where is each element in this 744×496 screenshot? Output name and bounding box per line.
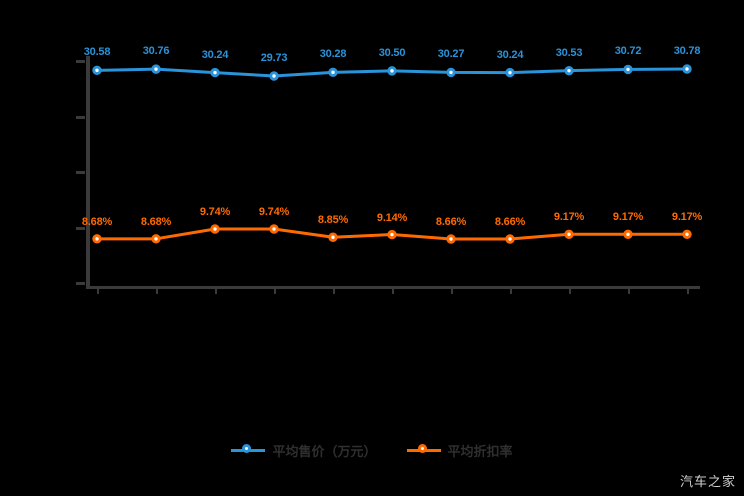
y-axis-tick bbox=[76, 60, 85, 63]
data-point-label: 8.85% bbox=[317, 214, 349, 227]
data-point-label: 9.74% bbox=[258, 206, 290, 218]
legend-label-price: 平均售价（万元） bbox=[272, 444, 377, 459]
price-series-markers bbox=[92, 64, 692, 81]
data-point-marker[interactable] bbox=[151, 64, 161, 74]
legend-item-price[interactable]: 平均售价（万元） bbox=[231, 441, 377, 460]
data-point-marker[interactable] bbox=[446, 234, 456, 244]
data-point-label: 9.17% bbox=[612, 211, 644, 224]
x-axis-tick bbox=[274, 289, 276, 294]
x-axis-tick bbox=[392, 289, 394, 294]
data-point-marker[interactable] bbox=[564, 65, 574, 76]
y-axis-tick bbox=[76, 171, 85, 174]
data-point-marker[interactable] bbox=[92, 234, 102, 244]
price-series-line bbox=[95, 67, 689, 78]
data-point-marker[interactable] bbox=[623, 64, 633, 75]
data-point-marker[interactable] bbox=[210, 67, 220, 78]
x-axis-tick bbox=[333, 289, 335, 294]
x-axis-tick bbox=[687, 289, 689, 294]
data-point-marker[interactable] bbox=[92, 65, 102, 76]
data-point-marker[interactable] bbox=[269, 224, 279, 234]
data-point-marker[interactable] bbox=[269, 71, 279, 81]
data-point-marker[interactable] bbox=[682, 229, 692, 239]
y-axis bbox=[86, 56, 90, 288]
data-point-label: 29.73 bbox=[260, 52, 288, 64]
data-point-marker[interactable] bbox=[328, 67, 338, 78]
discount-series-markers bbox=[92, 224, 692, 244]
data-point-label: 30.24 bbox=[496, 48, 524, 61]
data-point-label: 8.66% bbox=[494, 216, 526, 228]
data-point-marker[interactable] bbox=[505, 234, 515, 244]
data-point-label: 30.78 bbox=[673, 45, 701, 57]
data-point-marker[interactable] bbox=[210, 224, 220, 234]
data-point-marker[interactable] bbox=[564, 229, 574, 239]
data-point-label: 30.58 bbox=[83, 46, 111, 59]
x-axis-tick bbox=[569, 289, 571, 294]
data-point-marker[interactable] bbox=[387, 66, 397, 76]
data-point-label: 8.68% bbox=[81, 215, 113, 228]
data-point-label: 9.17% bbox=[553, 211, 585, 224]
data-point-label: 9.74% bbox=[199, 206, 231, 218]
data-point-marker[interactable] bbox=[446, 67, 456, 78]
data-point-label: 30.53 bbox=[555, 46, 583, 59]
data-point-label: 30.28 bbox=[319, 48, 347, 61]
data-point-label: 30.27 bbox=[437, 48, 465, 61]
data-point-marker[interactable] bbox=[328, 232, 338, 242]
data-point-label: 9.14% bbox=[376, 211, 408, 224]
data-point-marker[interactable] bbox=[387, 229, 397, 240]
x-axis-tick bbox=[451, 289, 453, 294]
discount-series-line bbox=[95, 227, 689, 241]
data-point-marker[interactable] bbox=[151, 234, 161, 244]
data-point-label: 30.24 bbox=[201, 48, 229, 61]
x-axis-tick bbox=[628, 289, 630, 294]
price-line-swatch-icon bbox=[231, 444, 266, 453]
watermark: 汽车之家 bbox=[679, 475, 736, 490]
data-point-label: 30.50 bbox=[378, 46, 406, 59]
legend-item-discount[interactable]: 平均折扣率 bbox=[406, 441, 513, 460]
data-point-label: 9.17% bbox=[671, 211, 703, 224]
y-axis-tick bbox=[76, 226, 85, 230]
data-point-marker[interactable] bbox=[682, 64, 692, 74]
x-axis-tick bbox=[215, 289, 217, 294]
y-axis-tick bbox=[76, 282, 85, 285]
data-point-marker[interactable] bbox=[623, 229, 633, 239]
x-axis-tick bbox=[97, 289, 99, 294]
data-point-label: 30.72 bbox=[614, 45, 642, 58]
x-axis bbox=[86, 286, 700, 289]
legend-label-discount: 平均折扣率 bbox=[447, 444, 513, 459]
data-point-marker[interactable] bbox=[505, 67, 515, 78]
data-point-label: 30.76 bbox=[142, 45, 170, 58]
discount-line-swatch-icon bbox=[406, 444, 441, 453]
x-axis-tick bbox=[156, 289, 158, 294]
data-point-label: 8.68% bbox=[140, 215, 172, 228]
y-axis-tick bbox=[76, 115, 85, 119]
chart-legend: 平均售价（万元） 平均折扣率 bbox=[0, 441, 744, 460]
x-axis-tick bbox=[510, 289, 512, 294]
data-point-label: 8.66% bbox=[435, 216, 467, 228]
